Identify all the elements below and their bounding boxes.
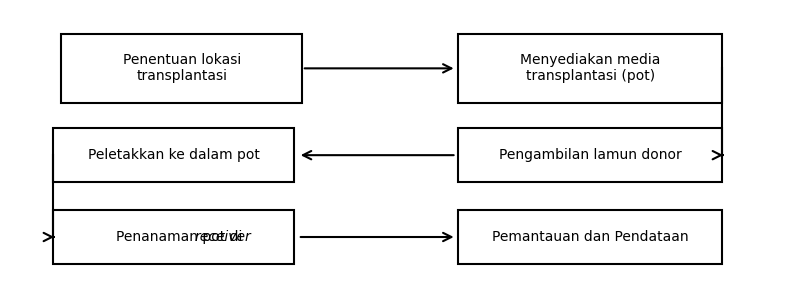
FancyBboxPatch shape — [458, 34, 722, 103]
Text: Pengambilan lamun donor: Pengambilan lamun donor — [499, 148, 681, 162]
FancyBboxPatch shape — [458, 128, 722, 182]
FancyBboxPatch shape — [54, 128, 293, 182]
Text: receiver: receiver — [194, 230, 251, 244]
FancyBboxPatch shape — [54, 210, 293, 264]
FancyBboxPatch shape — [61, 34, 301, 103]
Text: Menyediakan media
transplantasi (pot): Menyediakan media transplantasi (pot) — [520, 53, 659, 84]
Text: Peletakkan ke dalam pot: Peletakkan ke dalam pot — [88, 148, 259, 162]
Text: Penanaman pot di: Penanaman pot di — [116, 230, 246, 244]
Text: Penentuan lokasi
transplantasi: Penentuan lokasi transplantasi — [122, 53, 240, 84]
FancyBboxPatch shape — [458, 210, 722, 264]
Text: Pemantauan dan Pendataan: Pemantauan dan Pendataan — [491, 230, 687, 244]
